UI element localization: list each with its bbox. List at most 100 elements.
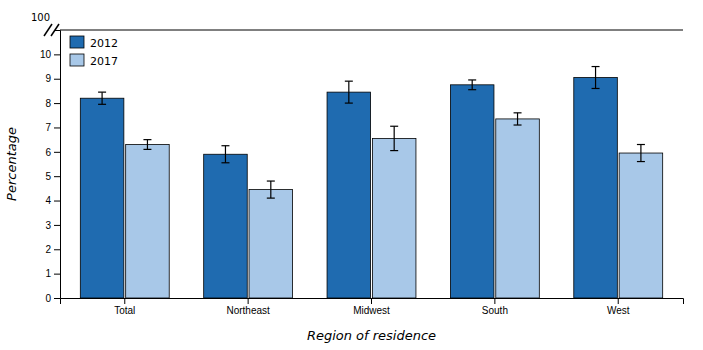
- x-tick-label: Midwest: [353, 305, 390, 316]
- y-tick: 5: [45, 171, 60, 182]
- error-bar-stem: [640, 145, 641, 162]
- error-bar: [221, 146, 229, 163]
- error-bar-stem: [101, 92, 102, 104]
- error-bar-stem: [517, 113, 518, 125]
- x-tick: Northeast: [226, 298, 270, 316]
- error-bar-cap: [143, 139, 151, 140]
- error-bar-cap: [143, 149, 151, 150]
- bar: [327, 92, 371, 298]
- y-tick-mark: [54, 103, 60, 104]
- error-bar-cap: [345, 102, 353, 103]
- error-bar-stem: [225, 146, 226, 163]
- y-tick-label: 2: [45, 244, 51, 255]
- x-tick-mark: [618, 298, 619, 304]
- bar: [204, 154, 248, 298]
- y-tick-label: 9: [45, 73, 51, 84]
- axis-break-slash: [51, 24, 59, 36]
- x-tick-label: Northeast: [226, 305, 270, 316]
- y-tick-mark: [54, 225, 60, 226]
- bar: [80, 98, 124, 298]
- legend-label: 2017: [90, 55, 118, 68]
- x-tick: West: [607, 298, 630, 316]
- marks: [80, 67, 662, 298]
- x-tick-mark: [371, 298, 372, 304]
- error-bar-cap: [267, 180, 275, 181]
- error-bar: [468, 80, 476, 90]
- legend-swatch: [70, 36, 84, 48]
- bar: [372, 138, 416, 298]
- y-tick: 10: [40, 49, 60, 60]
- y-tick-label: 10: [40, 49, 52, 60]
- error-bar-cap: [98, 104, 106, 105]
- y-tick-mark: [54, 249, 60, 250]
- error-bar-cap: [221, 145, 229, 146]
- y-tick: 2: [45, 244, 60, 255]
- error-bar: [592, 67, 600, 89]
- bar: [450, 85, 494, 298]
- y-axis: 012345678910: [40, 31, 61, 304]
- error-bar-cap: [514, 124, 522, 125]
- error-bar-stem: [595, 67, 596, 89]
- error-bar: [98, 92, 106, 104]
- series: [80, 67, 617, 298]
- axis-break: [44, 24, 59, 36]
- y-tick-mark: [54, 274, 60, 275]
- x-tick-mark: [494, 298, 495, 304]
- y-tick-mark: [54, 152, 60, 153]
- x-axis-label: Region of residence: [307, 328, 436, 343]
- legend-item: 2012: [70, 36, 118, 50]
- bar: [619, 153, 663, 298]
- chart-svg: 012345678910TotalNortheastMidwestSouthWe…: [0, 0, 703, 350]
- error-bar-stem: [472, 80, 473, 90]
- error-bar-stem: [270, 181, 271, 198]
- x-axis-line: [61, 299, 684, 305]
- y-tick: 7: [45, 122, 60, 133]
- error-bar: [143, 140, 151, 150]
- x-tick: Total: [114, 298, 135, 316]
- bar: [126, 145, 170, 298]
- y-tick-label: 5: [45, 171, 51, 182]
- error-bar-cap: [390, 126, 398, 127]
- x-tick-label: South: [482, 305, 508, 316]
- error-bar: [345, 81, 353, 103]
- x-axis: Total Northeast Midwest South West: [61, 298, 684, 316]
- legend-swatch: [70, 54, 84, 66]
- y-tick-mark: [54, 127, 60, 128]
- error-bar-cap: [267, 198, 275, 199]
- error-bar-cap: [221, 162, 229, 163]
- error-bar: [637, 145, 645, 162]
- y-tick-mark: [54, 298, 60, 299]
- error-bar-cap: [98, 92, 106, 93]
- x-tick: Midwest: [353, 298, 390, 316]
- error-bar-cap: [345, 81, 353, 82]
- error-bar-cap: [468, 89, 476, 90]
- y-tick-mark: [54, 79, 60, 80]
- y-tick-label: 3: [45, 220, 51, 231]
- error-bar: [514, 113, 522, 125]
- y-tick: 0: [45, 293, 60, 304]
- y-tick-label: 0: [45, 293, 51, 304]
- y-tick-mark: [54, 54, 60, 55]
- y-tick-label: 7: [45, 122, 51, 133]
- x-tick-mark: [248, 298, 249, 304]
- y-tick-label: 8: [45, 98, 51, 109]
- series: [126, 113, 663, 298]
- error-bar-cap: [514, 112, 522, 113]
- x-tick-mark: [124, 298, 125, 304]
- bar: [496, 119, 540, 298]
- annotation: 100: [31, 12, 50, 23]
- error-bar-cap: [637, 144, 645, 145]
- y-tick: 1: [45, 268, 60, 279]
- y-tick: 9: [45, 73, 60, 84]
- y-tick-mark: [54, 201, 60, 202]
- axis-break-slash: [44, 24, 52, 36]
- x-tick-label: West: [607, 305, 630, 316]
- error-bar: [267, 181, 275, 198]
- y-tick-label: 1: [45, 268, 51, 279]
- legend-item: 2017: [70, 54, 118, 68]
- x-tick: South: [482, 298, 508, 316]
- error-bar-cap: [592, 88, 600, 89]
- plot: 012345678910TotalNortheastMidwestSouthWe…: [31, 12, 684, 316]
- legend: 2012 2017: [70, 36, 118, 68]
- y-axis-label: Percentage: [4, 127, 19, 201]
